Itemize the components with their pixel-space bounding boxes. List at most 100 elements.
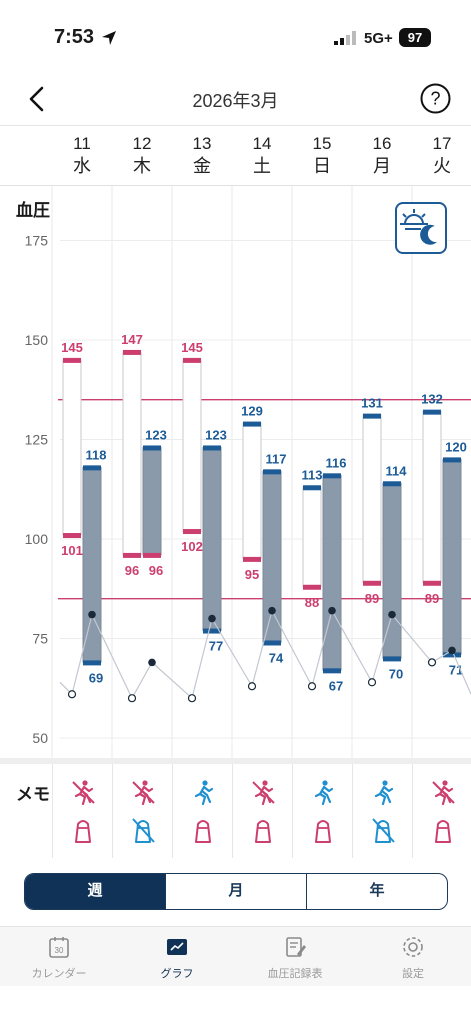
bp-bar-morning xyxy=(242,423,262,560)
day-number: 15 xyxy=(312,134,332,153)
bp-value-label: 74 xyxy=(269,650,284,665)
bp-cap-diastolic xyxy=(203,628,221,634)
day-weekday: 日 xyxy=(313,156,331,176)
salt-shaker-icon xyxy=(435,820,451,843)
pulse-point-evening xyxy=(388,610,396,619)
bp-cap-diastolic xyxy=(263,640,281,646)
bp-value-label: 89 xyxy=(365,591,379,606)
day-column-header[interactable]: 16 月 xyxy=(352,134,412,178)
bp-cap-systolic xyxy=(143,445,161,451)
bp-value-label: 101 xyxy=(61,543,83,558)
day-column-header[interactable]: 14 土 xyxy=(232,134,292,178)
morning-evening-toggle[interactable] xyxy=(395,202,447,254)
graph-icon xyxy=(167,939,187,955)
back-chevron-icon[interactable] xyxy=(20,82,54,116)
day-number: 17 xyxy=(432,134,452,153)
help-icon[interactable]: ? xyxy=(420,83,451,114)
bp-value-label: 77 xyxy=(209,639,223,654)
bp-value-label: 88 xyxy=(305,595,319,610)
bp-value-label: 120 xyxy=(445,439,467,454)
bp-cap-diastolic xyxy=(143,552,161,558)
tab-record-sheet[interactable]: 血圧記録表 xyxy=(236,927,354,987)
running-icon xyxy=(374,780,394,806)
memo-column[interactable] xyxy=(232,764,292,858)
bp-cap-systolic xyxy=(303,485,321,491)
day-column-header[interactable]: 17 火 xyxy=(412,134,471,178)
tab-label: 血圧記録表 xyxy=(267,968,323,980)
svg-text:?: ? xyxy=(430,89,440,109)
day-weekday: 火 xyxy=(433,156,451,176)
bp-cap-systolic xyxy=(243,421,261,427)
bp-bar-evening xyxy=(262,470,282,643)
bp-value-label: 102 xyxy=(181,539,203,554)
tab-gear[interactable]: 設定 xyxy=(354,927,471,987)
status-bar: 7:53 5G+ 97 xyxy=(0,0,471,70)
bp-value-label: 71 xyxy=(449,662,463,677)
running-icon xyxy=(194,780,214,806)
bp-cap-diastolic xyxy=(303,584,321,590)
day-number: 14 xyxy=(252,134,272,153)
period-tab[interactable]: 月 xyxy=(166,874,307,909)
y-tick-label: 125 xyxy=(25,432,49,448)
running-off-icon xyxy=(432,780,455,806)
bp-bar-morning xyxy=(62,359,82,536)
pulse-point-evening xyxy=(148,658,156,667)
bp-cap-systolic xyxy=(443,457,461,463)
bp-bar-evening xyxy=(442,458,462,655)
bp-cap-systolic xyxy=(83,465,101,471)
pulse-point-evening xyxy=(268,606,276,615)
pulse-line xyxy=(59,609,471,700)
memo-column[interactable] xyxy=(292,764,352,858)
tab-graph[interactable]: グラフ xyxy=(118,927,236,987)
bp-cap-systolic xyxy=(363,413,381,419)
bp-bar-evening xyxy=(202,446,222,632)
location-arrow-icon xyxy=(102,31,116,45)
y-tick-label: 75 xyxy=(32,631,48,647)
bp-bar-evening xyxy=(142,446,162,556)
day-weekday: 木 xyxy=(133,156,151,176)
day-column-header[interactable]: 12 木 xyxy=(112,134,172,178)
battery-icon: 97 xyxy=(399,28,431,47)
day-column-header[interactable]: 15 日 xyxy=(292,134,352,178)
bp-cap-systolic xyxy=(63,357,81,363)
y-tick-label: 50 xyxy=(32,730,48,746)
salt-shaker-icon xyxy=(315,820,331,843)
memo-section: メモ xyxy=(0,758,471,858)
bp-value-label: 147 xyxy=(121,332,143,347)
memo-column[interactable] xyxy=(412,764,471,858)
tab-calendar[interactable]: 30 カレンダー xyxy=(0,927,118,987)
bp-value-label: 117 xyxy=(266,451,287,466)
bp-bar-evening xyxy=(82,466,102,663)
memo-column[interactable] xyxy=(52,764,112,858)
day-number: 11 xyxy=(73,134,91,153)
bp-bar-morning xyxy=(362,415,382,584)
bp-value-label: 96 xyxy=(125,563,139,578)
pulse-point-morning xyxy=(67,690,77,699)
bp-value-label: 123 xyxy=(145,427,167,442)
y-tick-label: 150 xyxy=(25,332,49,348)
bp-value-label: 95 xyxy=(245,567,259,582)
bp-value-label: 89 xyxy=(425,591,439,606)
tab-label: カレンダー xyxy=(31,968,87,980)
tab-label: グラフ xyxy=(160,968,194,980)
record-sheet-icon xyxy=(286,937,306,957)
bp-value-label: 114 xyxy=(386,463,408,478)
memo-label: メモ xyxy=(16,785,50,804)
memo-column[interactable] xyxy=(172,764,232,858)
bp-value-label: 113 xyxy=(302,467,323,482)
bp-cap-systolic xyxy=(123,349,141,355)
signal-icon xyxy=(334,31,356,45)
memo-column[interactable] xyxy=(112,764,172,858)
bp-cap-systolic xyxy=(323,473,341,479)
memo-column[interactable] xyxy=(352,764,412,858)
day-column-header[interactable]: 13 金 xyxy=(172,134,232,178)
tab-bar: 30 カレンダー グラフ 血圧記録表 設定 xyxy=(0,926,471,986)
running-off-icon xyxy=(132,780,155,806)
day-weekday: 月 xyxy=(373,156,391,176)
bp-bar-morning xyxy=(122,351,142,556)
day-number: 12 xyxy=(132,134,152,153)
bp-bar-morning xyxy=(302,486,322,588)
day-column-header[interactable]: 11 水 xyxy=(52,134,112,178)
period-tab[interactable]: 週 xyxy=(25,874,166,909)
period-tab[interactable]: 年 xyxy=(369,882,385,899)
